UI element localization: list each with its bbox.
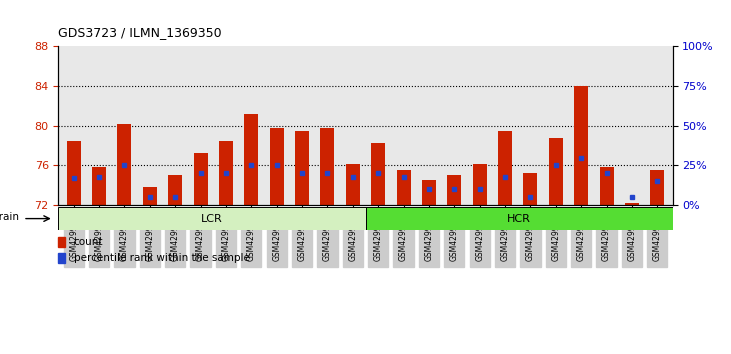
Bar <box>270 128 284 205</box>
Bar <box>523 173 537 205</box>
Bar <box>371 143 385 205</box>
Bar <box>366 207 673 230</box>
Bar <box>422 181 436 205</box>
Bar <box>473 164 487 205</box>
Text: HCR: HCR <box>507 213 531 224</box>
Text: LCR: LCR <box>201 213 223 224</box>
Bar <box>58 253 65 263</box>
Bar <box>67 141 80 205</box>
Bar <box>625 203 639 205</box>
Bar <box>219 141 233 205</box>
Text: strain: strain <box>0 212 19 222</box>
Bar <box>651 171 664 205</box>
Bar <box>599 167 613 205</box>
Text: count: count <box>74 237 103 247</box>
Bar <box>118 124 132 205</box>
Bar <box>574 86 588 205</box>
Bar <box>58 207 366 230</box>
Bar <box>549 138 563 205</box>
Bar <box>447 176 461 205</box>
Bar <box>58 237 65 247</box>
Bar <box>194 153 208 205</box>
Bar <box>320 128 334 205</box>
Bar <box>244 114 258 205</box>
Text: GDS3723 / ILMN_1369350: GDS3723 / ILMN_1369350 <box>58 26 222 39</box>
Bar <box>295 131 309 205</box>
Bar <box>498 131 512 205</box>
Bar <box>346 164 360 205</box>
Bar <box>92 167 106 205</box>
Bar <box>168 176 182 205</box>
Text: percentile rank within the sample: percentile rank within the sample <box>74 253 250 263</box>
Bar <box>397 171 411 205</box>
Bar <box>143 187 157 205</box>
